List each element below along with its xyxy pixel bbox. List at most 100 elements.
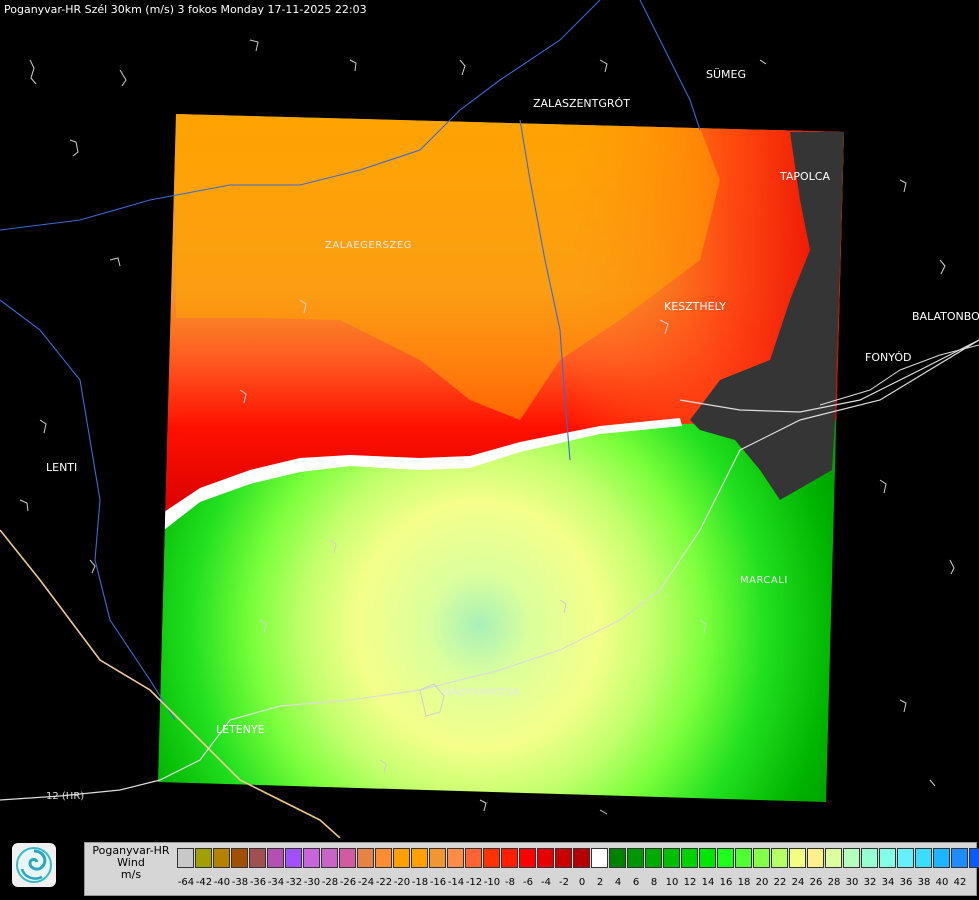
legend-swatch [537,848,554,868]
legend-tick: 36 [899,877,913,888]
place-labels: SÜMEG ZALASZENTGRÓT TAPOLCA ZALAEGERSZEG… [46,68,979,802]
legend-swatch [447,848,464,868]
place-lenti: LENTI [46,461,77,474]
legend-swatch [483,848,500,868]
legend-tick: 24 [791,877,805,888]
legend-swatch [177,848,194,868]
legend-swatch [339,848,356,868]
legend-tick: -26 [339,877,357,888]
legend-swatch [555,848,572,868]
legend-tick: -14 [447,877,465,888]
balaton-shore [819,344,979,406]
place-letenye: LETENYE [216,723,265,736]
legend-tick: -6 [523,877,533,888]
legend-tick: 14 [701,877,715,888]
legend-tick: 2 [596,877,604,888]
settlement-outlines [19,39,955,815]
legend-swatch [843,848,860,868]
place-zalaegerszeg: ZALAEGERSZEG [325,240,412,251]
legend-swatch [879,848,896,868]
legend-swatch [393,848,410,868]
legend-tick: 18 [737,877,751,888]
legend-tick: -38 [231,877,249,888]
radar-map: SÜMEG ZALASZENTGRÓT TAPOLCA ZALAEGERSZEG… [0,0,979,838]
place-nagykanizsa: NAGYKANIZSA [443,687,520,698]
place-marcali: MARCALI [740,575,788,586]
border-line [0,529,341,838]
place-sumeg: SÜMEG [706,68,746,81]
legend-swatch [969,848,979,868]
legend-tick: 38 [917,877,931,888]
legend-tick: -18 [411,877,429,888]
legend-swatch [645,848,662,868]
legend-swatch [789,848,806,868]
roads [0,339,979,801]
legend-swatch [573,848,590,868]
legend-tick: -10 [483,877,501,888]
legend-tick: 26 [809,877,823,888]
legend-tick: 32 [863,877,877,888]
legend-tick: 6 [632,877,640,888]
legend-tick: -34 [267,877,285,888]
legend-tick: 0 [578,877,586,888]
legend-swatch [861,848,878,868]
legend-tick: -24 [357,877,375,888]
place-balatonbo: BALATONBO [912,310,979,323]
map-title: Poganyvar-HR Szél 30km (m/s) 3 fokos Mon… [4,3,367,16]
legend-swatch [717,848,734,868]
legend-swatch [951,848,968,868]
legend-swatch [411,848,428,868]
legend-tick: -42 [195,877,213,888]
legend-tick: 34 [881,877,895,888]
legend-swatch [807,848,824,868]
legend-swatch [303,848,320,868]
legend-swatches [177,848,979,870]
legend-swatch [519,848,536,868]
legend-tick: 28 [827,877,841,888]
legend-swatch [699,848,716,868]
legend-tick: -30 [303,877,321,888]
legend-tick: -22 [375,877,393,888]
legend-tick: 40 [935,877,949,888]
legend-swatch [753,848,770,868]
legend-tick: 42 [953,877,967,888]
legend-swatch [591,848,608,868]
place-zalaszentgrot: ZALASZENTGRÓT [533,97,630,110]
legend-tick: -20 [393,877,411,888]
legend-tick: -64 [177,877,195,888]
legend-swatch [195,848,212,868]
rivers [0,0,701,721]
legend-tick: 12 [683,877,697,888]
radar-sweep [158,114,844,802]
legend-source: Poganyvar-HR [92,844,170,857]
legend-swatch [681,848,698,868]
legend-tick: 16 [719,877,733,888]
legend-swatch [213,848,230,868]
legend-swatch [465,848,482,868]
legend-tick: -4 [541,877,551,888]
legend-swatch [897,848,914,868]
legend-tick: -36 [249,877,267,888]
legend-swatch [321,848,338,868]
legend-tick: 8 [650,877,658,888]
place-keszthely: KESZTHELY [664,300,726,313]
place-tapolca: TAPOLCA [779,170,830,183]
legend-swatch [663,848,680,868]
legend-tick: -8 [505,877,515,888]
velocity-legend: Poganyvar-HR Wind m/s -64 -42 -40 -38 -36 -34… [84,842,979,896]
swirl-icon [16,847,52,883]
legend-tick: -28 [321,877,339,888]
legend-swatch [267,848,284,868]
legend-tick: -40 [213,877,231,888]
legend-tick: 4 [614,877,622,888]
legend-tick: -12 [465,877,483,888]
legend-swatch [429,848,446,868]
legend-swatch [501,848,518,868]
legend-tick: -16 [429,877,447,888]
legend-swatch [825,848,842,868]
legend-tick: 20 [755,877,769,888]
legend-swatch [735,848,752,868]
legend-tick: 10 [665,877,679,888]
legend-swatch [231,848,248,868]
legend-swatch [627,848,644,868]
